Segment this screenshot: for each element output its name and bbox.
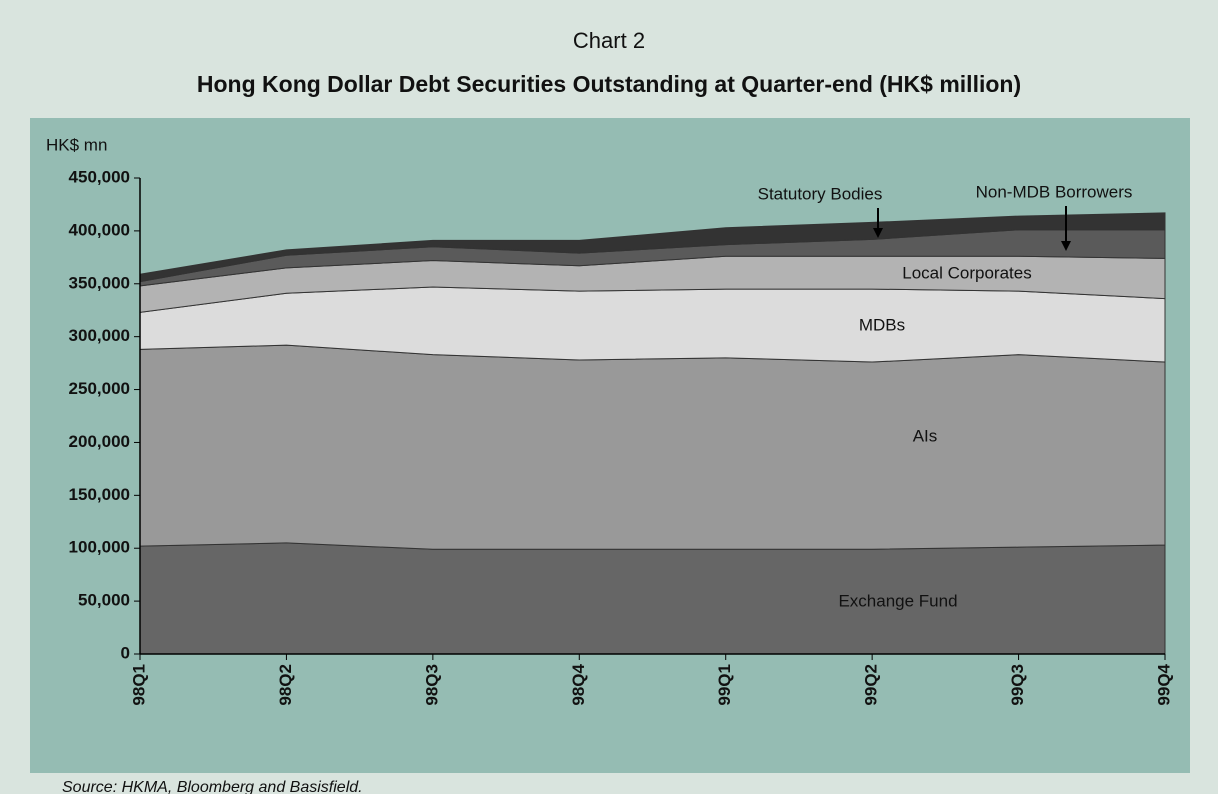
x-tick-label: 98Q4 bbox=[569, 663, 588, 705]
y-tick-label: 100,000 bbox=[69, 538, 130, 557]
x-tick-label: 99Q1 bbox=[715, 664, 734, 706]
x-tick-label: 98Q1 bbox=[129, 664, 148, 706]
chart-label: Chart 2 bbox=[573, 28, 645, 53]
source: Source: HKMA, Bloomberg and Basisfield. bbox=[62, 779, 363, 794]
x-tick-label: 98Q3 bbox=[422, 664, 441, 706]
series-label: MDBs bbox=[859, 315, 905, 334]
y-tick-label: 250,000 bbox=[69, 379, 130, 398]
chart-title: Hong Kong Dollar Debt Securities Outstan… bbox=[197, 71, 1021, 97]
y-tick-label: 450,000 bbox=[69, 167, 130, 186]
series-label: Statutory Bodies bbox=[758, 184, 883, 203]
series-label: Non-MDB Borrowers bbox=[976, 182, 1133, 201]
y-tick-label: 400,000 bbox=[69, 220, 130, 239]
area bbox=[139, 212, 1166, 283]
series-label: AIs bbox=[913, 426, 938, 445]
y-axis-label: HK$ mn bbox=[46, 135, 107, 154]
y-tick-label: 150,000 bbox=[69, 485, 130, 504]
arrow-head bbox=[873, 228, 883, 238]
x-tick-label: 99Q3 bbox=[1008, 664, 1027, 706]
y-tick-label: 0 bbox=[121, 643, 130, 662]
series-label: Local Corporates bbox=[902, 263, 1031, 282]
x-tick-label: 98Q2 bbox=[276, 664, 295, 706]
arrow-head bbox=[1061, 241, 1071, 251]
y-tick-label: 200,000 bbox=[69, 432, 130, 451]
series-label: Exchange Fund bbox=[838, 591, 957, 610]
y-tick-label: 300,000 bbox=[69, 326, 130, 345]
y-tick-label: 350,000 bbox=[69, 273, 130, 292]
y-tick-label: 50,000 bbox=[78, 591, 130, 610]
area bbox=[139, 542, 1166, 655]
area bbox=[139, 344, 1166, 550]
x-tick-label: 99Q2 bbox=[862, 664, 881, 706]
x-tick-label: 99Q4 bbox=[1154, 663, 1173, 705]
